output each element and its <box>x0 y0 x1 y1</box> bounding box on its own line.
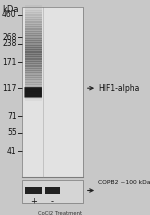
Bar <box>25 35 42 41</box>
Text: COPB2 ~100 kDa: COPB2 ~100 kDa <box>98 180 150 185</box>
Bar <box>25 49 42 55</box>
Text: 117: 117 <box>2 84 17 93</box>
Text: 238: 238 <box>2 39 17 48</box>
Bar <box>25 8 42 13</box>
Text: kDa: kDa <box>2 5 19 14</box>
Bar <box>25 12 42 18</box>
Bar <box>22 7 82 177</box>
Text: HIF1-alpha: HIF1-alpha <box>98 84 140 93</box>
Bar <box>25 24 42 29</box>
Bar <box>25 75 42 80</box>
Bar <box>25 81 42 87</box>
Text: 55: 55 <box>7 128 17 137</box>
Bar <box>25 187 42 194</box>
Text: 171: 171 <box>2 58 17 67</box>
Bar <box>22 180 82 203</box>
Bar <box>25 84 42 90</box>
Bar <box>25 26 42 32</box>
Bar <box>25 79 42 85</box>
Bar <box>25 42 42 48</box>
Bar <box>25 5 42 11</box>
Bar <box>25 89 42 94</box>
Bar <box>25 61 42 67</box>
Bar <box>25 17 42 23</box>
Bar <box>25 68 42 74</box>
Bar <box>25 54 42 60</box>
Bar <box>25 70 42 76</box>
Text: -: - <box>51 197 54 206</box>
Bar <box>25 31 42 37</box>
Text: +: + <box>30 197 37 206</box>
Bar <box>22 180 82 203</box>
Text: 460: 460 <box>2 10 17 19</box>
Bar <box>25 65 42 71</box>
Bar <box>25 19 42 25</box>
Text: 41: 41 <box>7 147 17 156</box>
Bar <box>25 93 42 99</box>
Bar <box>25 63 42 69</box>
Text: 71: 71 <box>7 112 17 121</box>
Bar <box>25 40 42 46</box>
Text: CoCl2 Treatment: CoCl2 Treatment <box>38 211 82 215</box>
Bar <box>25 28 42 34</box>
FancyBboxPatch shape <box>24 87 42 98</box>
Bar <box>25 10 42 16</box>
Bar <box>25 86 42 92</box>
Bar <box>25 21 42 27</box>
Bar <box>25 38 42 43</box>
Bar <box>25 56 42 62</box>
Text: 268: 268 <box>2 33 17 42</box>
Bar <box>25 14 42 20</box>
Bar <box>22 7 82 177</box>
Bar <box>25 47 42 53</box>
Bar <box>25 51 42 57</box>
Bar <box>25 58 42 64</box>
Bar <box>25 91 42 97</box>
Bar <box>25 77 42 83</box>
Bar <box>25 45 42 50</box>
Bar <box>25 72 42 78</box>
Bar <box>25 95 42 101</box>
Bar <box>45 187 60 194</box>
Bar <box>25 33 42 39</box>
